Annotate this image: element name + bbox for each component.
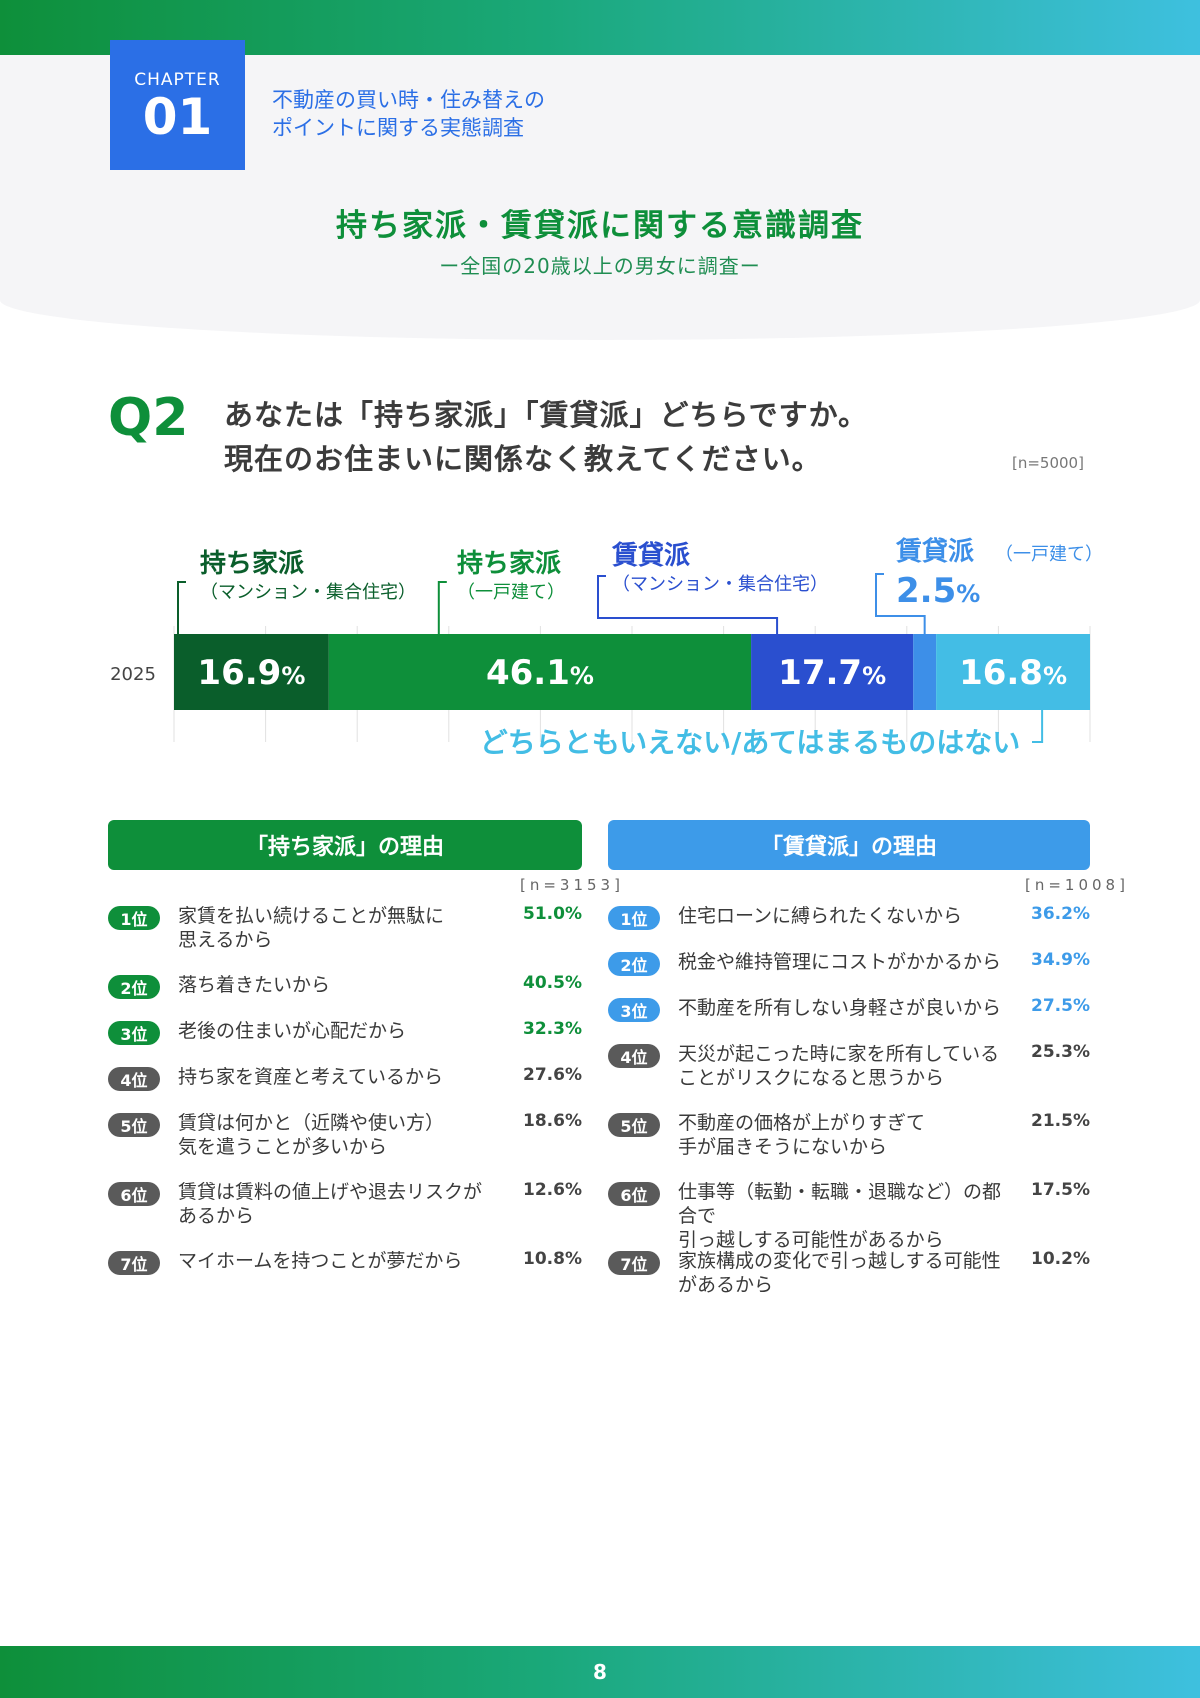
question-text: あなたは「持ち家派」「賃貸派」どちらですか。 現在のお住まいに関係なく教えてくだ…: [224, 393, 868, 481]
reason-text: 落ち着きたいから: [178, 974, 331, 996]
bar-segment-3: [913, 634, 937, 710]
chart-svg: 2025 16.9% 46.1% 17.7% 16.8%持ち家派（マンション・集合住宅）…: [110, 536, 1103, 759]
rank-badge: 2位: [108, 975, 160, 999]
rank-badge: 2位: [608, 952, 660, 976]
question-label: Q2: [108, 388, 189, 448]
reason-percentage: 27.5%: [1031, 996, 1090, 1016]
bar-value-number-1: 46.1: [486, 653, 570, 693]
reason-percentage: 21.5%: [1031, 1111, 1090, 1131]
bar-segment-4: [936, 634, 1090, 710]
rank-badge: 1位: [608, 906, 660, 930]
rank-badge: 4位: [608, 1044, 660, 1068]
chapter-label: CHAPTER: [134, 70, 221, 90]
bottom-gradient-bar: 8: [0, 1646, 1200, 1698]
question-text-line2: 現在のお住まいに関係なく教えてください。: [224, 442, 822, 476]
reason-text: 家族構成の変化で引っ越しする可能性 があるから: [678, 1250, 1001, 1296]
leader-line-2: [597, 575, 779, 634]
reason-text: 住宅ローンに縛られたくないから: [678, 905, 963, 927]
bar-value-unit-0: %: [281, 662, 305, 690]
reason-percentage: 36.2%: [1031, 904, 1090, 924]
chapter-number: 01: [142, 88, 213, 146]
leader-line-3: [875, 573, 926, 634]
reason-text: 持ち家を資産と考えているから: [178, 1066, 444, 1088]
category-label: 2025: [110, 664, 156, 685]
series-sublabel-1: （一戸建て）: [457, 582, 565, 603]
series-value-3-number: 2.5: [896, 571, 956, 611]
rank-badge: 6位: [108, 1182, 160, 1206]
reason-text: 不動産の価格が上がりすぎて 手が届きそうにないから: [678, 1112, 926, 1158]
bar-segment-2: [751, 634, 914, 710]
rank-badge: 4位: [108, 1067, 160, 1091]
bar-value-number-0: 16.9: [197, 653, 281, 693]
leader-line-4: [1032, 710, 1044, 743]
bar-value-unit-2: %: [862, 662, 886, 690]
series-label-2: 賃貸派: [611, 540, 690, 571]
rank-badge: 7位: [108, 1251, 160, 1275]
survey-subtitle: ー全国の20歳以上の男女に調査ー: [439, 254, 761, 278]
reason-text: 仕事等（転勤・転職・退職など）の都合で 引っ越しする可能性があるから: [678, 1181, 1002, 1251]
bar-value-label-1: 46.1%: [486, 653, 594, 693]
rank-badge: 7位: [608, 1251, 660, 1275]
reason-percentage: 18.6%: [523, 1111, 582, 1131]
reason-text: 老後の住まいが心配だから: [178, 1020, 407, 1042]
series-label-3: 賃貸派: [895, 536, 974, 567]
reason-percentage: 25.3%: [1031, 1042, 1090, 1062]
rank-badge: 3位: [108, 1021, 160, 1045]
reason-text: 賃貸は賃料の値上げや退去リスクが あるから: [178, 1181, 483, 1227]
chapter-title: 不動産の買い時・住み替えの ポイントに関する実態調査: [272, 86, 545, 142]
reason-percentage: 10.2%: [1031, 1249, 1090, 1269]
bar-value-number-4: 16.8: [959, 653, 1043, 693]
reason-text: 税金や維持管理にコストがかかるから: [678, 951, 1002, 973]
bar-segment-0: [174, 634, 329, 710]
rent-reasons-header: 「賃貸派」の理由: [608, 820, 1090, 870]
leader-line-0: [177, 581, 186, 634]
reason-text: 家賃を払い続けることが無駄に 思えるから: [178, 905, 445, 951]
own-reasons-sample-size: [n=3153]: [520, 876, 624, 894]
reason-percentage: 12.6%: [523, 1180, 582, 1200]
question-text-line1: あなたは「持ち家派」「賃貸派」どちらですか。: [224, 398, 869, 432]
reason-percentage: 17.5%: [1031, 1180, 1090, 1200]
rank-badge: 6位: [608, 1182, 660, 1206]
rank-badge: 5位: [108, 1113, 160, 1137]
rank-badge: 3位: [608, 998, 660, 1022]
reason-percentage: 34.9%: [1031, 950, 1090, 970]
reason-percentage: 51.0%: [523, 904, 582, 924]
bar-value-unit-1: %: [570, 662, 594, 690]
series-label-0: 持ち家派: [200, 548, 304, 579]
series-value-3-unit: %: [956, 580, 980, 608]
series-sublabel-3: （一戸建て）: [995, 544, 1103, 565]
bar-value-label-0: 16.9%: [197, 653, 305, 693]
rank-badge: 5位: [608, 1113, 660, 1137]
stacked-bar-chart: 2025 16.9% 46.1% 17.7% 16.8% 持ち家派 （マンション・集合住宅）…: [0, 530, 1200, 760]
reason-text: 天災が起こった時に家を所有している ことがリスクになると思うから: [678, 1043, 1000, 1089]
survey-title: 持ち家派・賃貸派に関する意識調査: [336, 208, 864, 244]
bar-value-unit-4: %: [1043, 662, 1067, 690]
series-sublabel-2: （マンション・集合住宅）: [612, 574, 828, 595]
reason-text: マイホームを持つことが夢だから: [178, 1250, 463, 1272]
chapter-badge: CHAPTER 01: [110, 40, 245, 170]
reason-text: 賃貸は何かと（近隣や使い方） 気を遣うことが多いから: [178, 1112, 445, 1158]
question-sample-size: [n=5000]: [1012, 454, 1084, 472]
chapter-title-line2: ポイントに関する実態調査: [272, 116, 524, 140]
page-number: 8: [593, 1660, 607, 1684]
reason-percentage: 27.6%: [523, 1065, 582, 1085]
series-label-1: 持ち家派: [457, 548, 561, 579]
chapter-title-line1: 不動産の買い時・住み替えの: [272, 88, 545, 112]
bar-value-label-2: 17.7%: [778, 653, 886, 693]
leader-line-1: [437, 581, 447, 634]
series-label-4: どちらともいえない/あてはまるものはない: [480, 726, 1021, 759]
reason-percentage: 40.5%: [523, 973, 582, 993]
reason-text: 不動産を所有しない身軽さが良いから: [678, 997, 1002, 1019]
bar-value-label-4: 16.8%: [959, 653, 1067, 693]
own-reasons-header: 「持ち家派」の理由: [108, 820, 582, 870]
bar-value-number-2: 17.7: [778, 653, 862, 693]
series-value-3: 2.5%: [896, 571, 980, 611]
rank-badge: 1位: [108, 906, 160, 930]
reason-percentage: 10.8%: [523, 1249, 582, 1269]
reason-percentage: 32.3%: [523, 1019, 582, 1039]
rent-reasons-sample-size: [n=1008]: [1025, 876, 1129, 894]
series-sublabel-0: （マンション・集合住宅）: [200, 582, 416, 603]
bar-segment-1: [328, 634, 752, 710]
